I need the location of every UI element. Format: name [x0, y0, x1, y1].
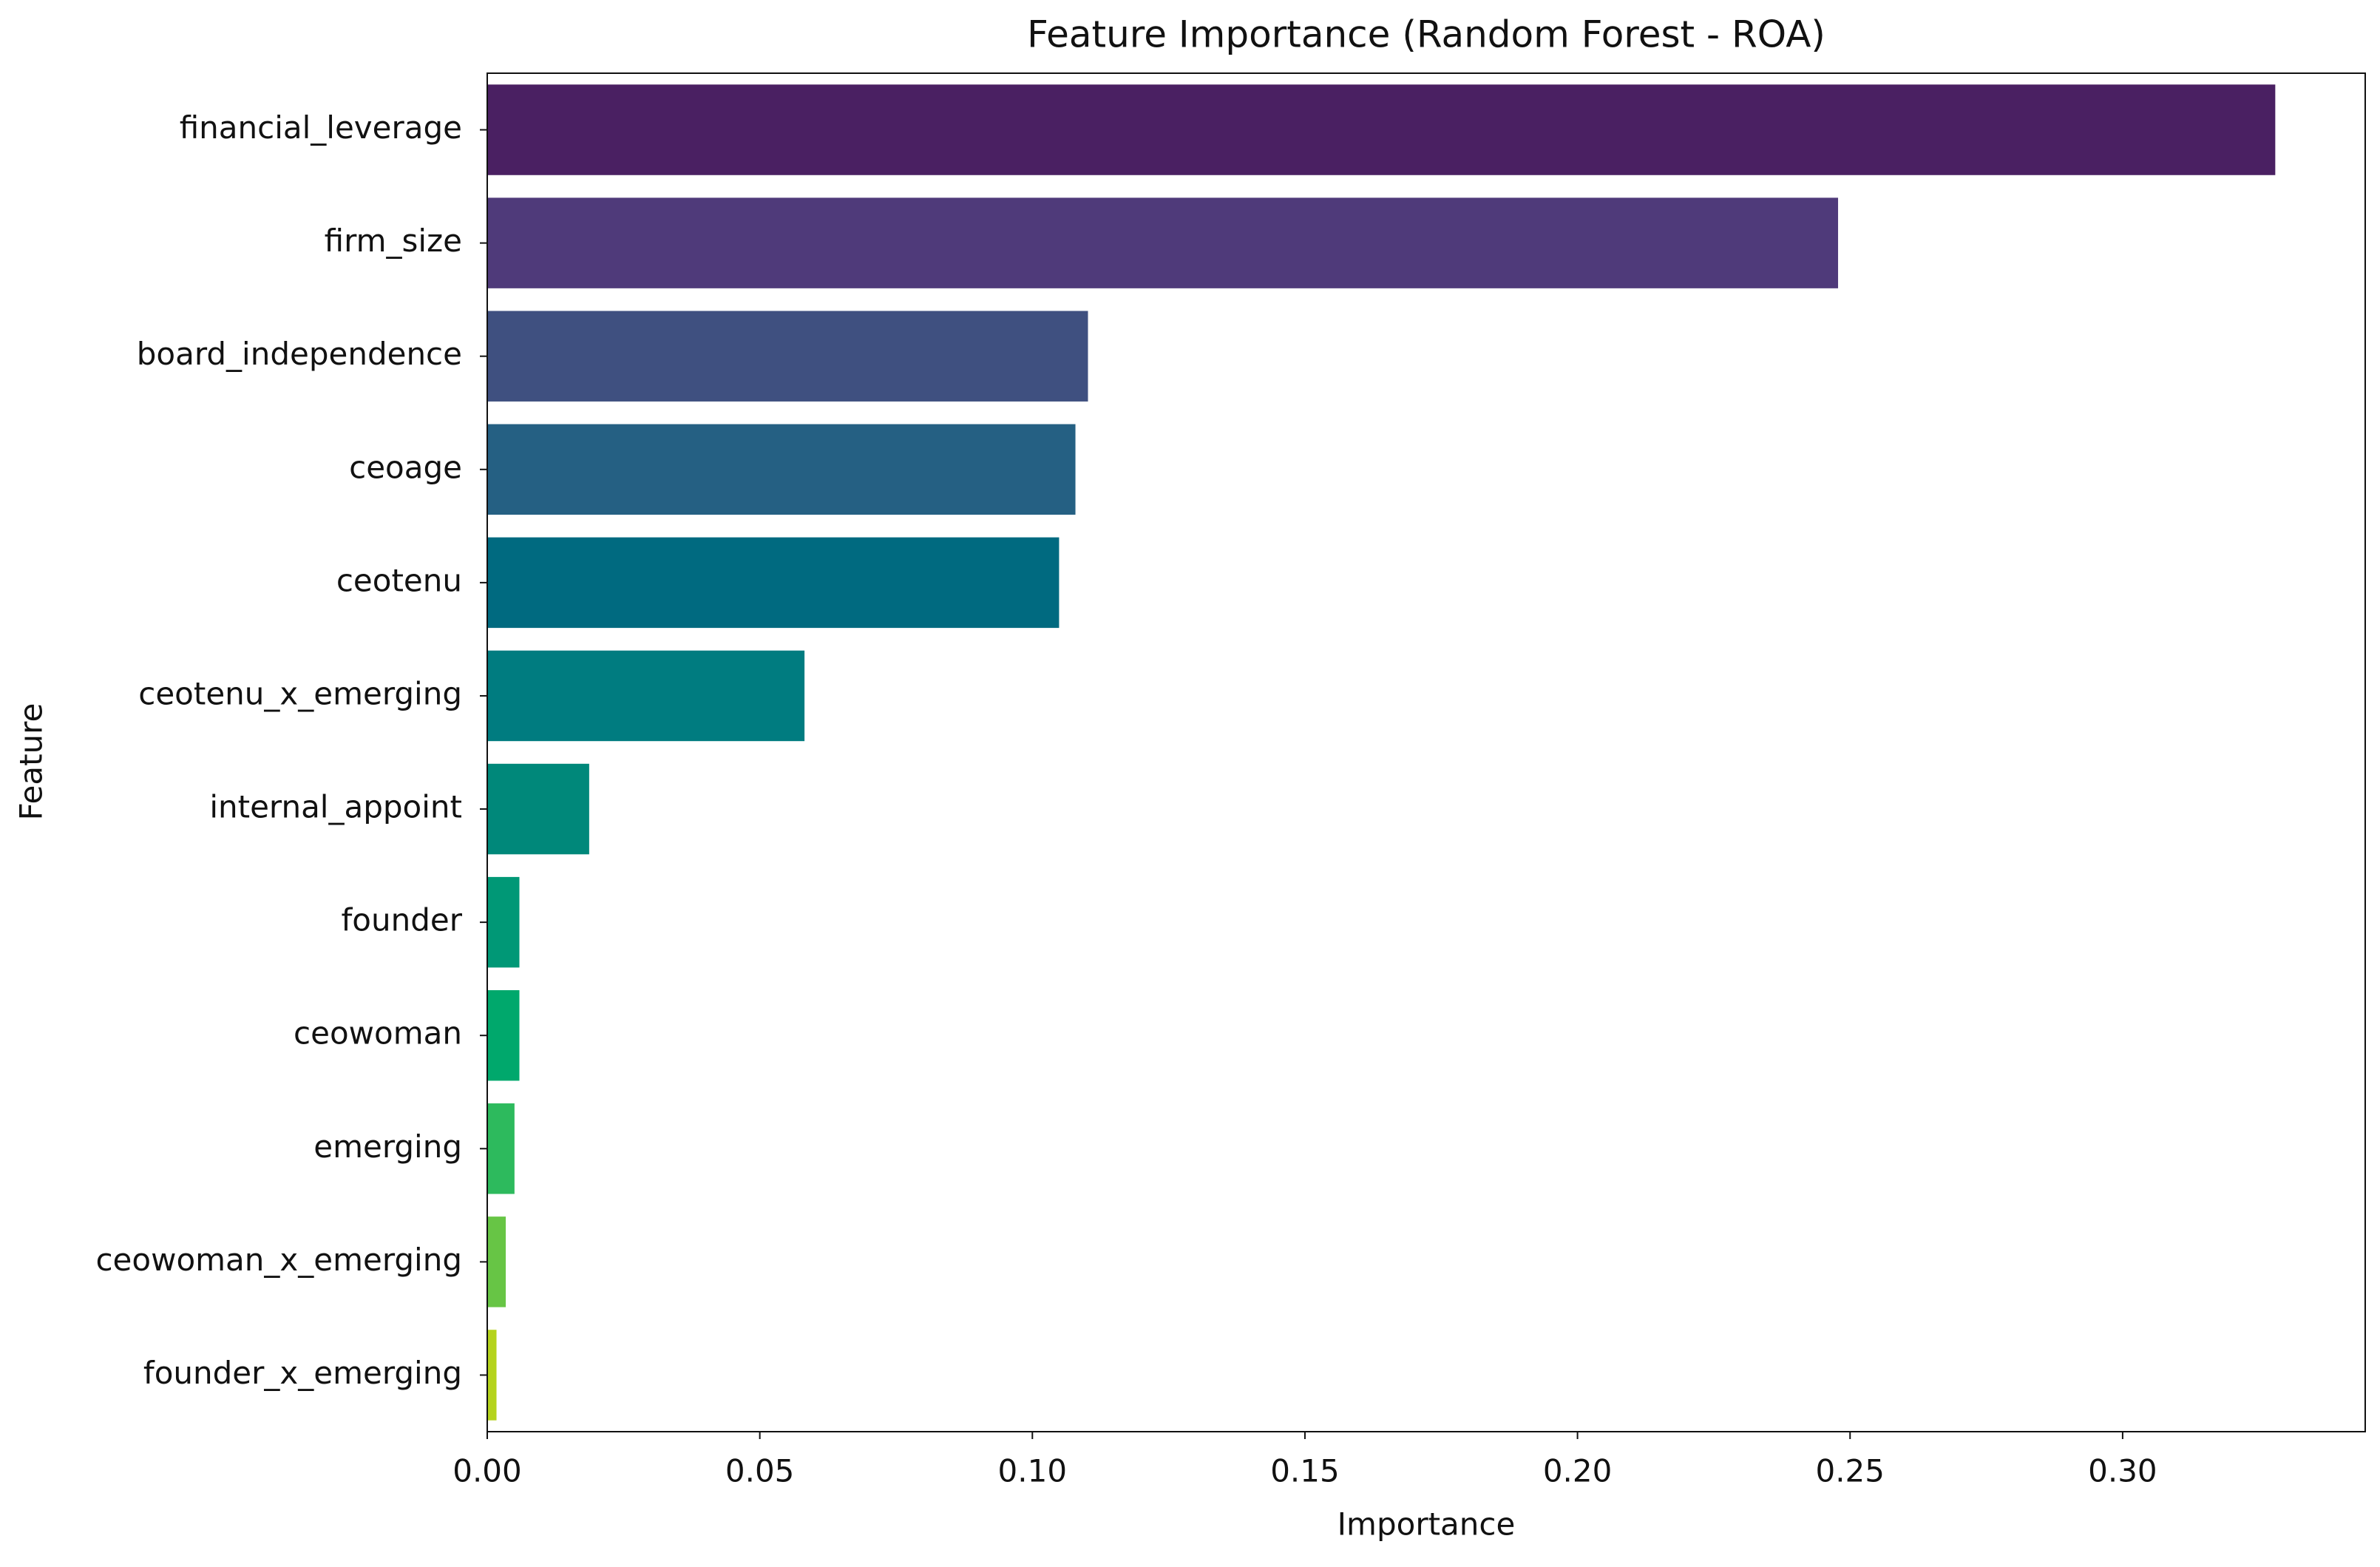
- bar: [487, 311, 1088, 402]
- y-tick-label: founder_x_emerging: [143, 1355, 462, 1391]
- y-tick-label: ceotenu_x_emerging: [138, 675, 462, 711]
- bar: [487, 650, 805, 742]
- y-tick-label: internal_appoint: [209, 789, 462, 825]
- bar: [487, 1216, 506, 1307]
- x-axis-label: Importance: [1338, 1506, 1516, 1543]
- bar: [487, 537, 1060, 629]
- y-tick-label: founder: [342, 902, 463, 938]
- x-tick-label: 0.25: [1815, 1453, 1885, 1489]
- y-tick-label: firm_size: [325, 223, 462, 259]
- bar: [487, 84, 2276, 175]
- bar: [487, 989, 520, 1081]
- x-tick-label: 0.30: [2088, 1453, 2157, 1489]
- x-tick-label: 0.15: [1270, 1453, 1340, 1489]
- y-axis-label: Feature: [13, 703, 50, 821]
- bar: [487, 424, 1076, 515]
- y-tick-label: ceowoman_x_emerging: [95, 1242, 462, 1278]
- y-tick-label: board_independence: [137, 336, 462, 372]
- y-tick-label: emerging: [313, 1128, 462, 1165]
- x-tick-label: 0.05: [725, 1453, 795, 1489]
- y-tick-label: ceoage: [349, 449, 462, 485]
- y-tick-label: financial_leverage: [180, 109, 462, 146]
- bar: [487, 876, 520, 968]
- bar: [487, 1330, 497, 1421]
- y-tick-label: ceotenu: [336, 562, 462, 598]
- y-tick-label: ceowoman: [294, 1015, 462, 1052]
- x-tick-label: 0.00: [452, 1453, 522, 1489]
- plot-frame: [486, 72, 2366, 1432]
- x-tick-label: 0.20: [1543, 1453, 1613, 1489]
- bar: [487, 1103, 515, 1194]
- bar: [487, 763, 589, 855]
- bar: [487, 197, 1839, 288]
- x-tick-label: 0.10: [998, 1453, 1068, 1489]
- chart-title: Feature Importance (Random Forest - ROA): [1027, 13, 1825, 56]
